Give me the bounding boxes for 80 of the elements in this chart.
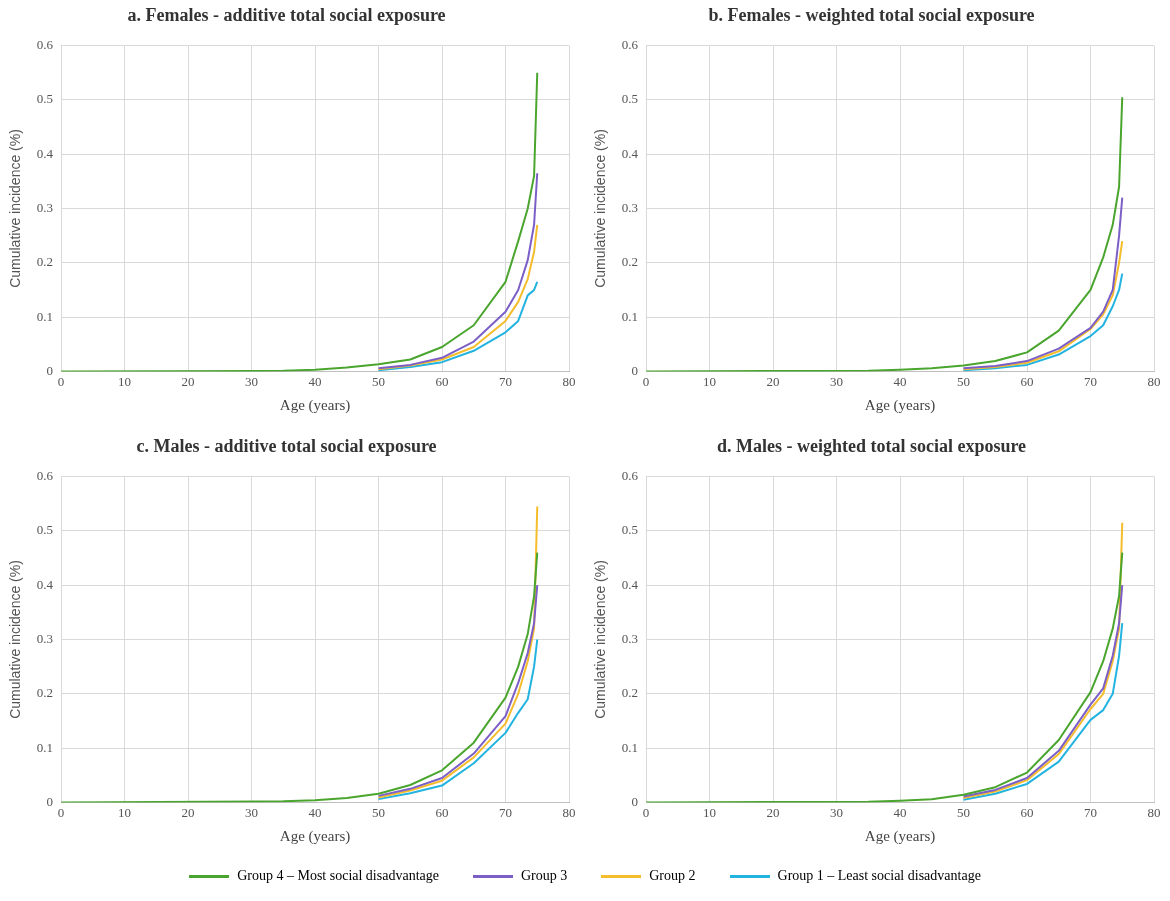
x-tick-label: 70 <box>499 804 513 820</box>
y-tick-label: 0.4 <box>36 145 54 161</box>
x-tick-label: 10 <box>703 373 717 389</box>
x-tick-label: 0 <box>57 373 65 389</box>
x-tick-label: 10 <box>118 373 132 389</box>
y-tick-label: 0.1 <box>621 739 639 755</box>
y-tick-label: 0.4 <box>36 576 54 592</box>
y-tick-label: 0.3 <box>621 199 639 215</box>
legend-label: Group 3 <box>520 868 568 884</box>
x-tick-label: 20 <box>766 373 780 389</box>
x-tick-label: 60 <box>1020 373 1034 389</box>
x-tick-label: 70 <box>499 373 513 389</box>
y-tick-label: 0 <box>46 793 54 809</box>
x-tick-label: 40 <box>308 373 322 389</box>
x-tick-label: 50 <box>957 804 971 820</box>
y-tick-label: 0.4 <box>621 576 639 592</box>
y-tick-label: 0.2 <box>621 254 639 270</box>
chart-title: c. Males - additive total social exposure <box>136 436 437 457</box>
x-tick-label: 80 <box>562 804 576 820</box>
y-tick-label: 0.5 <box>621 522 639 538</box>
y-tick-label: 0 <box>631 793 639 809</box>
x-axis-title: Age (years) <box>279 396 351 414</box>
x-tick-label: 40 <box>893 804 907 820</box>
x-tick-label: 50 <box>957 373 971 389</box>
chart-title: d. Males - weighted total social exposure <box>716 436 1027 457</box>
x-axis-title: Age (years) <box>864 827 936 845</box>
y-tick-label: 0.2 <box>36 254 54 270</box>
y-tick-label: 0 <box>631 362 639 378</box>
y-tick-label: 0.4 <box>621 145 639 161</box>
x-tick-label: 30 <box>830 804 844 820</box>
x-tick-label: 50 <box>372 804 386 820</box>
y-tick-label: 0.2 <box>36 685 54 701</box>
y-tick-label: 0.1 <box>36 308 54 324</box>
x-axis-title: Age (years) <box>279 827 351 845</box>
y-tick-label: 0.6 <box>621 37 639 53</box>
y-axis-title: Cumulative incidence (%) <box>7 129 24 288</box>
x-tick-label: 80 <box>1147 373 1161 389</box>
y-tick-label: 0.6 <box>36 37 54 53</box>
y-tick-label: 0.1 <box>36 739 54 755</box>
x-tick-label: 40 <box>893 373 907 389</box>
y-tick-label: 0.1 <box>621 308 639 324</box>
y-tick-label: 0.6 <box>36 468 54 484</box>
x-tick-label: 0 <box>642 373 650 389</box>
y-axis-title: Cumulative incidence (%) <box>592 129 609 288</box>
x-tick-label: 70 <box>1084 804 1098 820</box>
y-tick-label: 0.6 <box>621 468 639 484</box>
x-tick-label: 30 <box>830 373 844 389</box>
x-tick-label: 60 <box>435 373 449 389</box>
x-tick-label: 20 <box>181 373 195 389</box>
x-tick-label: 60 <box>435 804 449 820</box>
y-tick-label: 0.3 <box>621 630 639 646</box>
legend-label: Group 4 – Most social disadvantage <box>237 868 439 884</box>
y-tick-label: 0.5 <box>36 91 54 107</box>
x-tick-label: 30 <box>245 373 259 389</box>
y-tick-label: 0.3 <box>36 199 54 215</box>
x-tick-label: 10 <box>118 804 132 820</box>
x-axis-title: Age (years) <box>864 396 936 414</box>
x-tick-label: 20 <box>181 804 195 820</box>
x-tick-label: 60 <box>1020 804 1034 820</box>
x-tick-label: 20 <box>766 804 780 820</box>
x-tick-label: 0 <box>642 804 650 820</box>
y-tick-label: 0.5 <box>621 91 639 107</box>
x-tick-label: 10 <box>703 804 717 820</box>
y-tick-label: 0.3 <box>36 630 54 646</box>
x-tick-label: 40 <box>308 804 322 820</box>
y-axis-title: Cumulative incidence (%) <box>7 560 24 719</box>
y-tick-label: 0 <box>46 362 54 378</box>
x-tick-label: 80 <box>562 373 576 389</box>
x-tick-label: 70 <box>1084 373 1098 389</box>
legend-label: Group 2 <box>649 868 696 884</box>
chart-title: a. Females - additive total social exposure <box>127 5 446 26</box>
x-tick-label: 30 <box>245 804 259 820</box>
x-tick-label: 0 <box>57 804 65 820</box>
y-tick-label: 0.5 <box>36 522 54 538</box>
y-axis-title: Cumulative incidence (%) <box>592 560 609 719</box>
y-tick-label: 0.2 <box>621 685 639 701</box>
x-tick-label: 50 <box>372 373 386 389</box>
legend-label: Group 1 – Least social disadvantage <box>777 868 981 884</box>
chart-title: b. Females - weighted total social exposure <box>708 5 1035 26</box>
x-tick-label: 80 <box>1147 804 1161 820</box>
